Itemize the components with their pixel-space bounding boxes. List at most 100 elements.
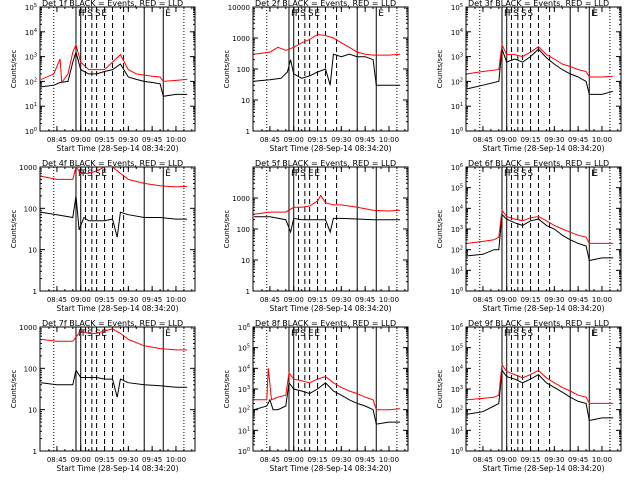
series-line-events [254, 53, 401, 86]
y-tick-label: 10 [28, 247, 37, 255]
x-tick-label: 09:15 [520, 456, 540, 464]
series-line-events [466, 48, 614, 95]
event-label: E [592, 169, 598, 179]
event-label: F [504, 169, 509, 179]
detector-panel-9: 100 101 102 103 104 105 106 08:45 09:00 09:15 09:3… [436, 319, 622, 473]
event-label: E [165, 9, 171, 19]
x-axis-label: Start Time (28-Sep-14 08:34:20) [483, 304, 605, 313]
x-axis-label: Start Time (28-Sep-14 08:34:20) [270, 464, 392, 473]
x-axis-label: Start Time (28-Sep-14 08:34:20) [270, 144, 392, 153]
event-label: E [591, 169, 597, 179]
series-line-events [467, 368, 614, 422]
x-tick-label: 10:00 [592, 296, 612, 304]
x-tick-label: 08:45 [47, 296, 67, 304]
plot-frame [465, 6, 622, 132]
detector-panel-2: 1 10 100 1000 10000 08:45 09:00 09:15 09:30 09:45… [223, 0, 409, 153]
panel-title: Det 1f BLACK = Events, RED = LLD [42, 0, 183, 8]
event-label: S [513, 329, 519, 339]
x-tick-label: 09:30 [331, 296, 351, 304]
event-label: E [378, 9, 384, 19]
y-tick-label: 1000 [19, 164, 37, 172]
event-label: E [308, 169, 314, 179]
y-axis-label: Counts/sec [436, 210, 444, 249]
y-tick-label: 1 [33, 448, 37, 456]
x-tick-label: 10:00 [379, 136, 399, 144]
y-tick-label: 101 [238, 426, 250, 435]
x-tick-label: 09:30 [331, 456, 351, 464]
series-line-lld [467, 208, 614, 244]
y-tick-label: 104 [451, 364, 463, 373]
event-label: S [521, 169, 527, 179]
series-line-lld [41, 167, 188, 188]
event-label: E [592, 9, 598, 19]
panel-title: Det 9f BLACK = Events, RED = LLD [468, 319, 609, 328]
y-axis-label: Counts/sec [223, 50, 231, 89]
y-tick-label: 1000 [232, 195, 250, 203]
event-label: E [165, 169, 171, 179]
x-tick-label: 09:30 [118, 456, 138, 464]
y-tick-label: 106 [451, 163, 463, 172]
x-tick-label: 08:45 [473, 456, 493, 464]
x-tick-label: 09:15 [94, 456, 114, 464]
y-tick-label: 103 [451, 225, 463, 234]
x-tick-label: 09:15 [307, 456, 327, 464]
y-tick-label: 100 [451, 447, 463, 456]
x-tick-label: 09:45 [568, 136, 588, 144]
y-tick-label: 104 [451, 204, 463, 213]
y-tick-label: 1000 [19, 324, 37, 332]
y-tick-label: 105 [451, 3, 463, 12]
y-tick-label: 101 [451, 266, 463, 275]
event-label: F [295, 169, 300, 179]
event-label: S [513, 169, 519, 179]
x-tick-label: 09:30 [331, 136, 351, 144]
series-line-events [467, 213, 614, 262]
y-tick-label: 1000 [232, 35, 250, 43]
x-tick-label: 09:30 [544, 136, 564, 144]
event-label: S [95, 329, 101, 339]
event-label: S [87, 9, 93, 19]
x-tick-label: 09:15 [307, 296, 327, 304]
panel-title: Det 5f BLACK = Events, RED = LLD [255, 159, 396, 168]
y-axis-label: Counts/sec [10, 210, 18, 249]
y-tick-label: 103 [451, 385, 463, 394]
detector-panel-1: 100 101 102 103 104 105 08:45 09:00 09:15 09:30 09… [10, 0, 196, 153]
x-tick-label: 08:45 [260, 136, 280, 144]
event-label: F [78, 9, 83, 19]
event-label: F [291, 169, 296, 179]
series-line-events [41, 368, 188, 398]
y-tick-label: 104 [238, 364, 250, 373]
y-tick-label: 10 [241, 257, 250, 265]
y-tick-label: 105 [451, 344, 463, 353]
panel-title: Det 4f BLACK = Events, RED = LLD [42, 159, 183, 168]
y-tick-label: 102 [451, 77, 463, 86]
event-label: F [291, 9, 296, 19]
detector-panel-4: 1 10 100 1000 08:45 09:00 09:15 09:30 09:45 10:00… [10, 159, 196, 313]
panel-title: Det 8f BLACK = Events, RED = LLD [255, 319, 396, 328]
y-tick-label: 1 [246, 288, 250, 296]
series-line-events [41, 195, 188, 238]
y-tick-label: 10 [241, 97, 250, 105]
plot-frame [252, 6, 409, 132]
event-label: S [521, 9, 527, 19]
detector-panel-7: 1 10 100 1000 08:45 09:00 09:15 09:30 09:45 10:00… [10, 319, 196, 473]
x-tick-label: 10:00 [166, 456, 186, 464]
x-tick-label: 09:00 [284, 296, 304, 304]
x-tick-label: 09:00 [497, 296, 517, 304]
y-tick-label: 106 [238, 323, 250, 332]
y-tick-label: 106 [451, 323, 463, 332]
plot-frame [465, 166, 622, 292]
series-line-lld [467, 363, 614, 404]
y-tick-label: 103 [451, 53, 463, 62]
x-tick-label: 08:45 [47, 136, 67, 144]
series-line-lld [467, 43, 614, 78]
x-tick-label: 09:15 [307, 136, 327, 144]
x-tick-label: 09:30 [118, 136, 138, 144]
y-tick-label: 104 [451, 28, 463, 37]
event-label: E [314, 329, 320, 339]
event-label: S [527, 169, 533, 179]
series-line-events [41, 50, 188, 97]
y-axis-label: Counts/sec [10, 50, 18, 89]
event-label: E [591, 329, 597, 339]
x-axis-label: Start Time (28-Sep-14 08:34:20) [483, 144, 605, 153]
event-label: F [508, 169, 513, 179]
